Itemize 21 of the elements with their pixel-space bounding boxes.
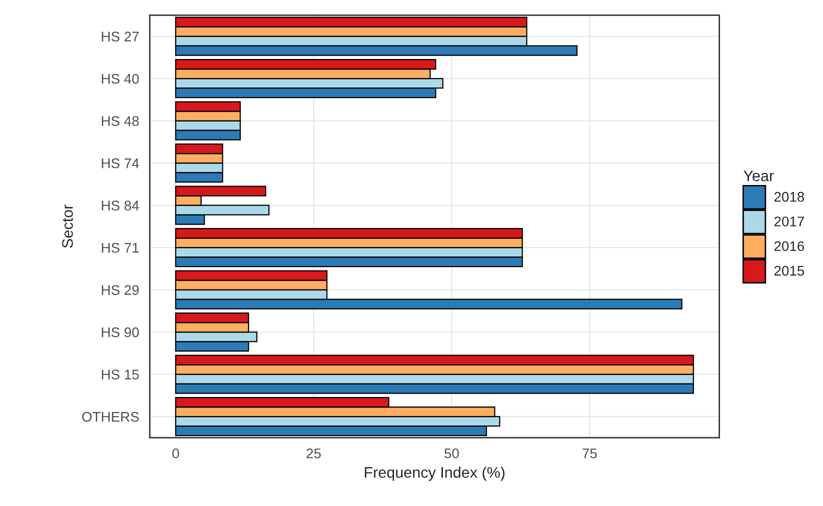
y-tick-label: OTHERS	[82, 412, 139, 422]
y-tick-label: HS 40	[102, 74, 139, 84]
x-axis-title: Frequency Index (%)	[364, 466, 505, 481]
x-tick-label: 0	[172, 448, 179, 458]
y-tick-label: HS 90	[102, 327, 139, 338]
y-tick-label: HS 29	[102, 285, 139, 295]
y-tick-label: HS 84	[102, 200, 139, 210]
y-tick-label: HS 15	[102, 370, 139, 380]
y-tick-label: HS 74	[102, 158, 139, 168]
x-tick-label: 25	[306, 448, 321, 458]
x-tick-label: 75	[582, 448, 597, 458]
legend-label: 2017	[774, 216, 804, 226]
legend-label: 2018	[774, 192, 804, 202]
x-tick-label: 50	[444, 448, 459, 458]
y-axis-title: Sector	[62, 204, 73, 248]
legend-label: 2016	[774, 241, 804, 252]
y-tick-label: HS 48	[102, 116, 139, 126]
y-tick-label: HS 71	[102, 242, 139, 253]
legend-label: 2015	[774, 266, 804, 276]
y-tick-label: HS 27	[102, 32, 139, 42]
legend-title: Year	[744, 170, 774, 182]
